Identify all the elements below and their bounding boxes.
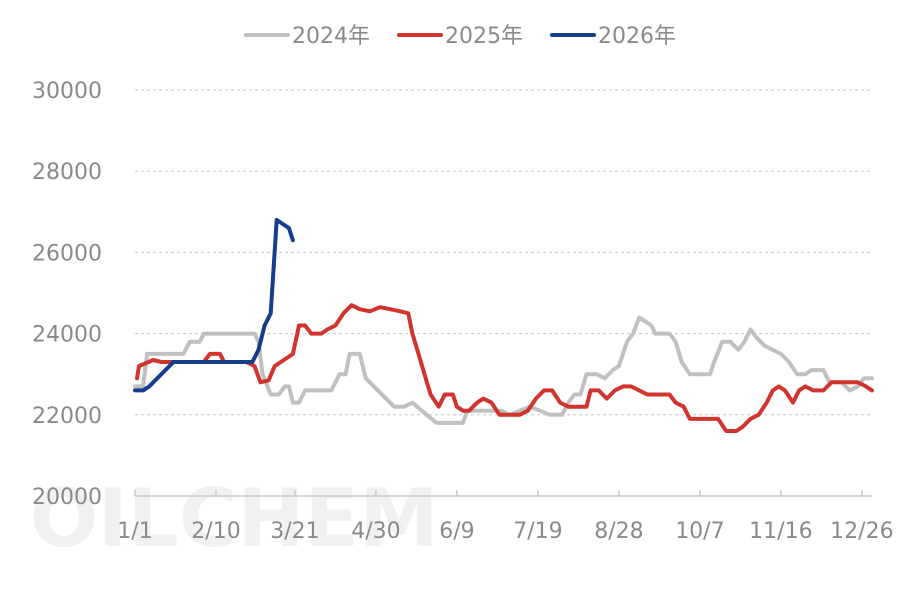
x-tick-label: 12/26: [830, 519, 893, 544]
x-tick-label: 6/9: [439, 519, 474, 544]
y-tick-label: 26000: [32, 241, 102, 266]
y-tick-label: 28000: [32, 160, 102, 185]
x-tick-label: 8/28: [594, 519, 643, 544]
x-tick-label: 2/10: [191, 519, 240, 544]
x-tick-label: 4/30: [351, 519, 400, 544]
y-tick-label: 30000: [32, 79, 102, 104]
legend-label: 2024年: [292, 24, 370, 49]
y-tick-label: 20000: [32, 485, 102, 510]
x-tick-label: 10/7: [675, 519, 724, 544]
watermark: OILCHEM: [30, 472, 439, 565]
series-lines: [133, 217, 874, 433]
y-axis: 20000 22000 24000 26000 28000 30000: [32, 79, 102, 510]
legend-label: 2026年: [598, 24, 676, 49]
x-tick-label: 1/1: [117, 519, 152, 544]
x-tick-label: 11/16: [749, 519, 812, 544]
x-axis: 1/1 2/10 3/21 4/30 6/9 7/19 8/28 10/7 11/16 12/26: [117, 490, 894, 544]
watermark-text: OILCHEM: [30, 472, 439, 565]
series-line-2: [133, 217, 295, 393]
series-line-0: [133, 315, 874, 425]
x-tick-label: 7/19: [513, 519, 562, 544]
series-line-1: [135, 303, 874, 433]
x-tick-label: 3/21: [270, 519, 319, 544]
y-tick-label: 24000: [32, 323, 102, 348]
y-tick-label: 22000: [32, 404, 102, 429]
legend-label: 2025年: [445, 24, 523, 49]
legend: 2024年 2025年 2026年: [244, 24, 676, 49]
gridlines: [135, 89, 872, 416]
